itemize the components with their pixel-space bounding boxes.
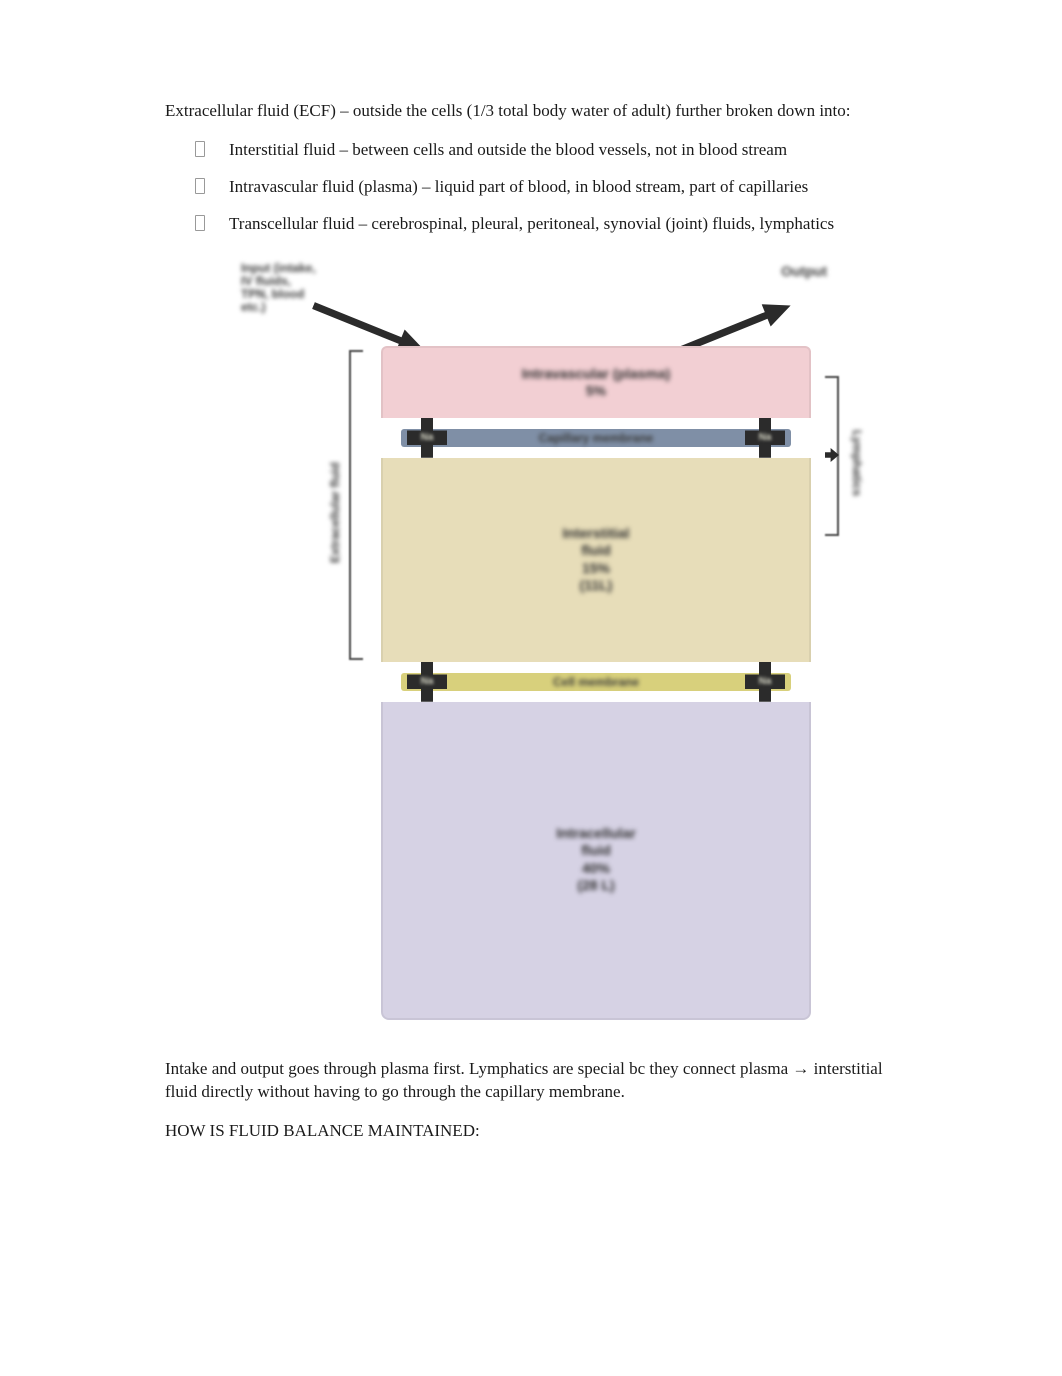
fluid-compartments-diagram: Input (intake, IV fluids, TPN, blood etc…	[231, 258, 831, 1028]
input-label: Input (intake, IV fluids, TPN, blood etc…	[241, 262, 321, 315]
intro-paragraph: Extracellular fluid (ECF) – outside the …	[165, 100, 897, 123]
interstitial-band: Interstitial fluid 15% (11L)	[381, 458, 811, 662]
cell-membrane: Cell membrane Na Na	[381, 662, 811, 702]
plasma-label: Intravascular (plasma) 5%	[522, 365, 671, 400]
ecf-side-label: Extracellular fluid	[327, 438, 343, 588]
output-label: Output	[757, 264, 827, 279]
pump-icon: Na	[745, 662, 785, 702]
capillary-membrane: Capillary membrane Na Na	[381, 418, 811, 458]
intracellular-label: Intracellular fluid 40% (28 L)	[556, 825, 635, 895]
list-item: Transcellular fluid – cerebrospinal, ple…	[165, 213, 897, 236]
figure-container: Input (intake, IV fluids, TPN, blood etc…	[165, 258, 897, 1028]
list-item: Interstitial fluid – between cells and o…	[165, 139, 897, 162]
ecf-bracket	[349, 350, 363, 660]
pump-icon: Na	[407, 662, 447, 702]
section-heading: HOW IS FLUID BALANCE MAINTAINED:	[165, 1120, 897, 1143]
list-item: Intravascular fluid (plasma) – liquid pa…	[165, 176, 897, 199]
interstitial-label: Interstitial fluid 15% (11L)	[563, 525, 630, 595]
lymphatics-side-label: Lymphatics	[849, 408, 865, 518]
intracellular-band: Intracellular fluid 40% (28 L)	[381, 702, 811, 1020]
capillary-membrane-label: Capillary membrane	[539, 430, 654, 446]
compartment-stack: Intravascular (plasma) 5% Capillary memb…	[381, 346, 811, 1020]
pump-icon: Na	[407, 418, 447, 458]
pump-icon: Na	[745, 418, 785, 458]
below-figure-paragraph: Intake and output goes through plasma fi…	[165, 1058, 897, 1104]
ecf-bullet-list: Interstitial fluid – between cells and o…	[165, 139, 897, 236]
cell-membrane-label: Cell membrane	[553, 674, 639, 690]
plasma-band: Intravascular (plasma) 5%	[381, 346, 811, 418]
